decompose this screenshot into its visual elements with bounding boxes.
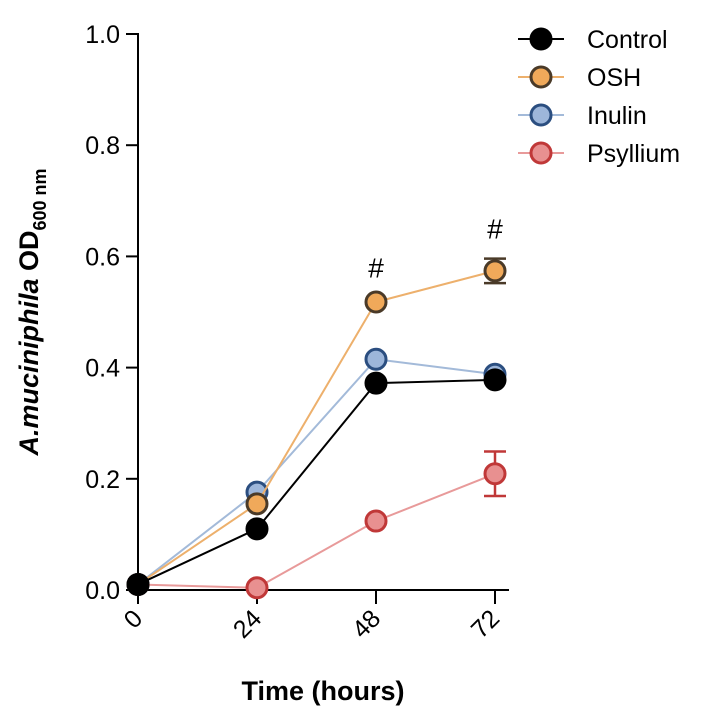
data-point [483,259,507,283]
annotations: ## [368,214,503,284]
series-psyllium [126,450,507,600]
y-axis-title-italic: A.muciniphila [14,279,44,457]
y-tick-label: 0.2 [85,466,120,494]
x-tick-label: 48 [347,604,386,643]
series-line [137,378,496,586]
data-point [245,576,269,600]
data-point [126,572,150,596]
legend-marker [529,65,553,89]
legend-marker [529,141,553,165]
data-point [364,347,388,371]
y-tick-label: 0.4 [85,355,120,383]
legend-label: Psyllium [587,140,680,168]
y-tick-label: 0.8 [85,132,120,160]
data-point [364,371,388,395]
data-point [483,368,507,392]
data-point [245,492,269,516]
legend: Control OSH Inulin Psyllium [518,26,680,168]
x-tick-label: 0 [119,604,149,634]
x-tick-label: 72 [466,604,505,643]
series-line [137,358,496,586]
y-tick-label: 0.0 [85,577,120,605]
axes [137,33,509,604]
series-control [126,368,507,596]
series-line [137,269,496,586]
legend-label: Inulin [587,102,647,130]
legend-marker [529,27,553,51]
x-tick-label: 24 [228,604,268,644]
legend-item-psyllium: Psyllium [518,140,680,168]
series-line [137,472,496,589]
legend-item-osh: OSH [518,64,641,92]
series-layer [126,257,507,600]
data-point [364,290,388,314]
legend-item-inulin: Inulin [518,102,647,130]
y-axis-title: A.muciniphila OD600 nm [14,168,50,456]
data-point [364,509,388,533]
significance-marker: # [368,253,384,284]
x-axis-title: Time (hours) [241,676,404,706]
y-axis-title-subscript: 600 nm [30,168,50,230]
legend-marker [529,103,553,127]
series-inulin [126,347,507,596]
legend-label: OSH [587,64,641,92]
y-tick-label: 0.6 [85,243,120,271]
y-axis-title-main: OD [14,231,44,279]
data-point [483,462,507,486]
x-axis-ticks: 0 24 48 72 [119,590,505,644]
y-tick-label: 1.0 [85,21,120,49]
legend-label: Control [587,26,668,54]
y-axis-ticks: 0.0 0.2 0.4 0.6 0.8 1.0 [85,21,138,605]
data-point [245,517,269,541]
legend-item-control: Control [518,26,668,54]
significance-marker: # [487,214,503,245]
